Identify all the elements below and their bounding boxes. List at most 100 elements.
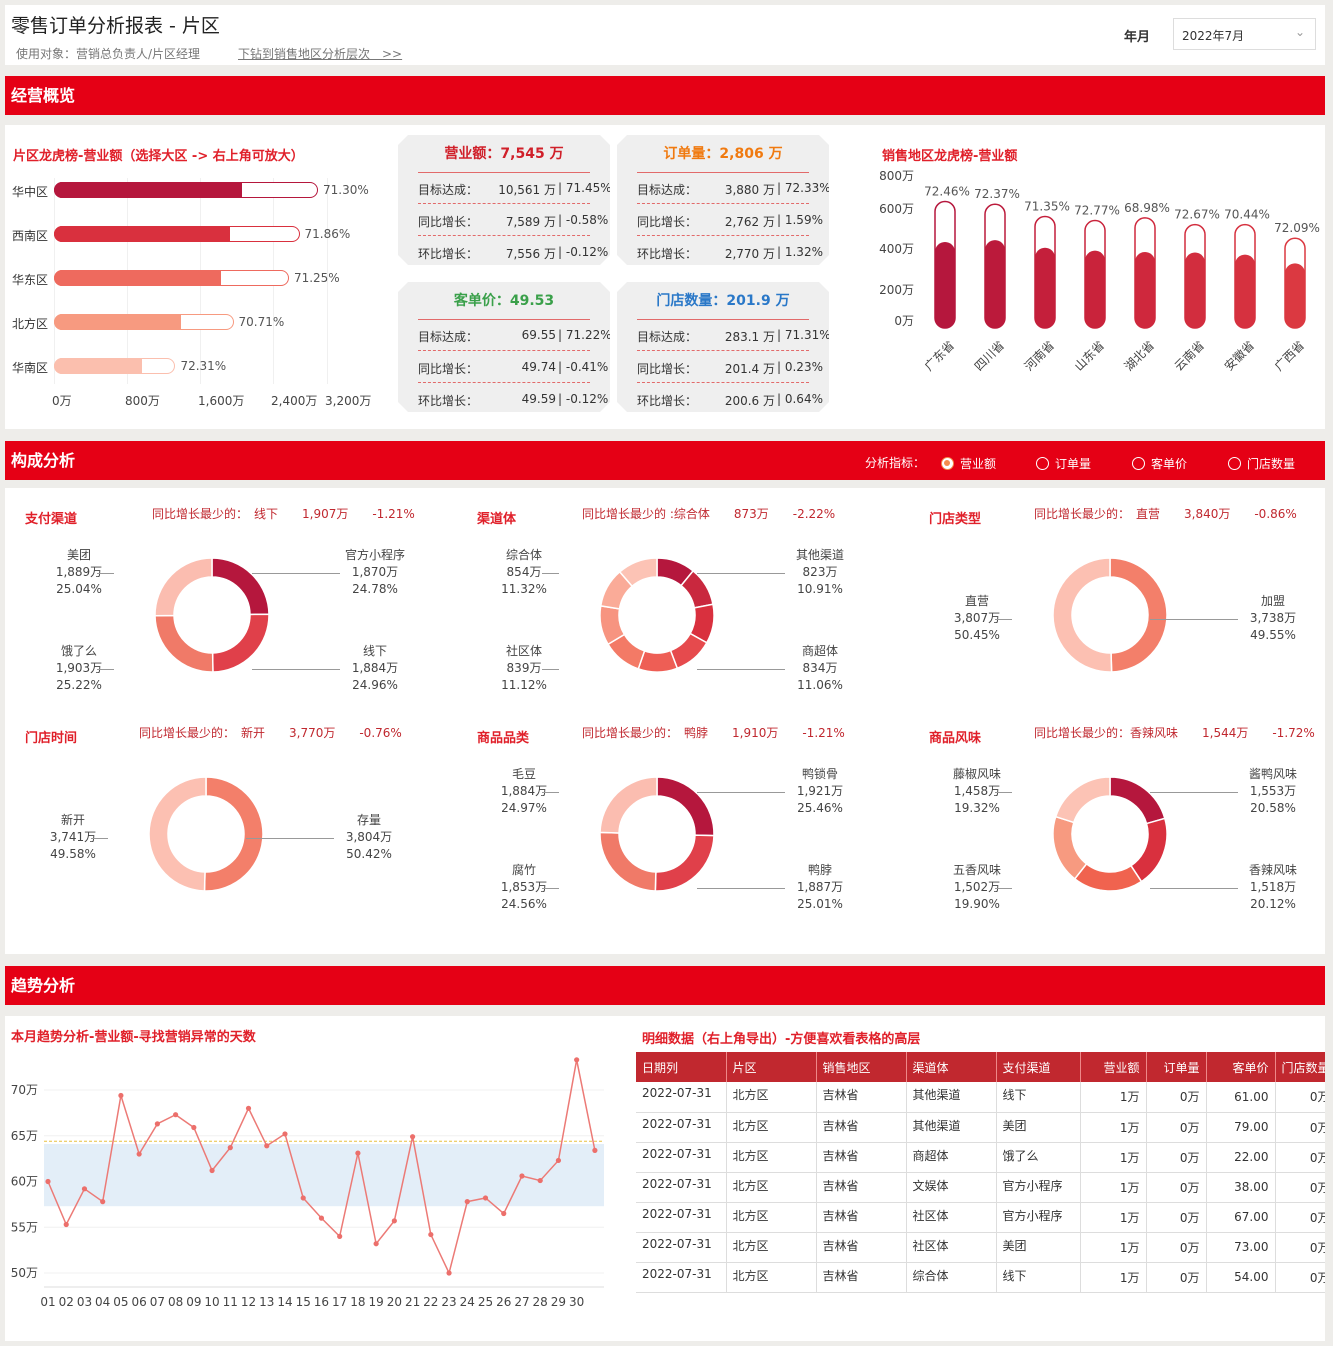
table-header-cell[interactable]: 支付渠道 (996, 1052, 1081, 1082)
donut-label-value: 3,807万 (953, 611, 1001, 625)
trend-point[interactable] (391, 1218, 397, 1224)
metric-option-2[interactable]: 客单价 (1132, 455, 1187, 472)
region-bar-fill[interactable] (985, 240, 1005, 328)
donut-slice[interactable] (211, 613, 270, 673)
donut-slice[interactable] (1129, 817, 1168, 883)
region-bar-fill[interactable] (1285, 263, 1305, 328)
trend-point[interactable] (446, 1270, 452, 1276)
trend-point[interactable] (191, 1124, 197, 1131)
trend-point[interactable] (154, 1121, 160, 1127)
trend-point[interactable] (245, 1105, 252, 1111)
trend-point[interactable] (81, 1186, 88, 1192)
trend-point[interactable] (318, 1215, 325, 1221)
ranking-actual-bar[interactable] (54, 182, 243, 198)
trend-point[interactable] (300, 1195, 306, 1201)
table-header-cell[interactable]: 销售地区 (816, 1052, 907, 1082)
region-bar-fill[interactable] (1085, 250, 1105, 328)
trend-point[interactable] (227, 1145, 233, 1151)
table-header-cell[interactable]: 日期列 (636, 1052, 727, 1082)
trend-point[interactable] (555, 1157, 562, 1164)
trend-point[interactable] (45, 1178, 51, 1185)
donut-chart (599, 776, 715, 892)
table-header-cell[interactable]: 门店数量 (1275, 1052, 1325, 1082)
donut-slice[interactable] (599, 831, 657, 892)
donut-slice[interactable] (599, 776, 658, 834)
ranking-actual-bar[interactable] (54, 314, 181, 330)
trend-point[interactable] (537, 1177, 543, 1184)
region-bar-fill[interactable] (1235, 254, 1255, 328)
region-bar-fill[interactable] (1035, 247, 1055, 328)
table-header-cell[interactable]: 片区 (726, 1052, 817, 1082)
donut-slice[interactable] (1109, 557, 1168, 673)
trend-point[interactable] (501, 1210, 507, 1217)
table-header-cell[interactable]: 订单量 (1146, 1052, 1207, 1082)
donut-slice[interactable] (656, 776, 715, 837)
donut-slice[interactable] (154, 614, 214, 673)
donut-slice[interactable] (1052, 815, 1088, 880)
trend-point[interactable] (264, 1143, 270, 1149)
donut-slice[interactable] (1073, 862, 1143, 892)
drill-link[interactable]: 下钻到销售地区分析层次 >> (238, 47, 403, 61)
donut-slice[interactable] (154, 557, 213, 617)
table-cell: 0万 (1146, 1262, 1207, 1292)
radio-icon[interactable] (1132, 457, 1145, 470)
trend-point[interactable] (118, 1092, 124, 1099)
ranking-actual-bar[interactable] (54, 270, 222, 286)
donut-slice[interactable] (1052, 557, 1113, 673)
table-header-cell[interactable]: 客单价 (1206, 1052, 1276, 1082)
table-header-cell[interactable]: 营业额 (1080, 1052, 1147, 1082)
trend-point[interactable] (136, 1151, 142, 1157)
region-bar-fill[interactable] (1185, 252, 1205, 328)
table-cell: 1万 (1080, 1202, 1147, 1233)
donut-slice[interactable] (1054, 776, 1111, 824)
trend-point[interactable] (63, 1221, 69, 1228)
metric-option-1[interactable]: 订单量 (1036, 455, 1091, 472)
trend-point[interactable] (519, 1173, 525, 1179)
radio-icon[interactable] (1228, 457, 1241, 470)
trend-point[interactable] (209, 1167, 215, 1174)
kpi-row: 同比增长： 49.74 | -0.41% (418, 360, 608, 376)
radio-icon[interactable] (1036, 457, 1049, 470)
donut-label-name: 鸭锁骨 (801, 767, 838, 781)
trend-point[interactable] (409, 1134, 416, 1140)
region-bar-fill[interactable] (1135, 251, 1155, 328)
metric-option-0[interactable]: 营业额 (941, 455, 996, 472)
trend-point[interactable] (282, 1131, 288, 1137)
donut-label-pct: 11.12% (501, 678, 547, 692)
radio-icon[interactable] (941, 457, 954, 470)
donut-slice[interactable] (654, 834, 715, 892)
donut-slice[interactable] (203, 776, 264, 892)
trend-point[interactable] (373, 1241, 379, 1247)
ranking-actual-bar[interactable] (54, 358, 142, 374)
month-select[interactable]: 2022年7月 ⌄ (1173, 18, 1316, 50)
donut-slice[interactable] (618, 557, 658, 588)
ranking-actual-bar[interactable] (54, 226, 231, 242)
kpi-title: 门店数量：201.9 万 (656, 293, 790, 309)
region-bar-fill[interactable] (935, 241, 955, 328)
trend-point[interactable] (574, 1057, 580, 1063)
donut-slice[interactable] (148, 776, 207, 892)
donut-slice[interactable] (211, 557, 270, 616)
metric-option-3[interactable]: 门店数量 (1228, 455, 1295, 472)
trend-point[interactable] (428, 1231, 434, 1238)
table-header-cell[interactable]: 渠道体 (906, 1052, 997, 1082)
kpi-row: 环比增长： 7,556 万 | -0.12% (418, 245, 608, 261)
trend-point[interactable] (173, 1112, 179, 1118)
trend-point[interactable] (100, 1199, 106, 1205)
trend-point[interactable] (464, 1199, 470, 1205)
trend-point[interactable] (592, 1147, 598, 1153)
trend-point[interactable] (482, 1195, 489, 1201)
donut-label-pct: 24.96% (352, 678, 398, 692)
table-cell: 北方区 (726, 1202, 817, 1233)
trend-point[interactable] (337, 1233, 343, 1239)
donut-slice[interactable] (1109, 776, 1166, 825)
trend-point[interactable] (355, 1150, 361, 1156)
metric-option-label: 营业额 (960, 457, 997, 471)
